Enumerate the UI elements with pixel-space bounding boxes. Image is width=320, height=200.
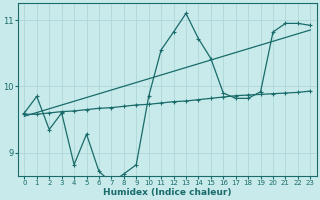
X-axis label: Humidex (Indice chaleur): Humidex (Indice chaleur) (103, 188, 232, 197)
